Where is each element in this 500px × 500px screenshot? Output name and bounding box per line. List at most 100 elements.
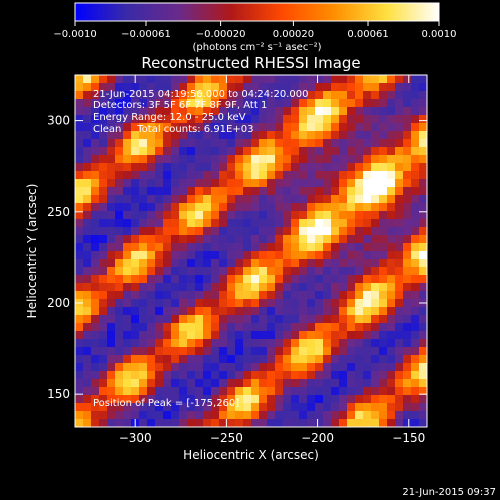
heatmap-cell <box>339 115 348 124</box>
heatmap-cell <box>131 155 140 164</box>
heatmap-cell <box>403 131 412 140</box>
heatmap-cell <box>331 323 340 332</box>
heatmap-cell <box>339 163 348 172</box>
heatmap-cell <box>179 187 188 196</box>
heatmap-cell <box>171 307 180 316</box>
heatmap-cell <box>291 163 300 172</box>
heatmap-cell <box>187 83 196 92</box>
heatmap-cell <box>339 315 348 324</box>
heatmap-cell <box>131 339 140 348</box>
heatmap-cell <box>155 283 164 292</box>
heatmap-cell <box>315 243 324 252</box>
heatmap-cell <box>347 203 356 212</box>
heatmap-cell <box>123 347 132 356</box>
colorbar-tick-label: 0.00061 <box>347 29 388 40</box>
heatmap-cell <box>371 419 380 427</box>
heatmap-cell <box>275 363 284 372</box>
heatmap-cell <box>323 131 332 140</box>
heatmap-cell <box>187 275 196 284</box>
heatmap-cell <box>395 379 404 388</box>
heatmap-cell <box>219 307 228 316</box>
heatmap-cell <box>315 299 324 308</box>
heatmap-cell <box>203 243 212 252</box>
heatmap-cell <box>179 395 188 404</box>
heatmap-cell <box>323 411 332 420</box>
heatmap-cell <box>83 75 92 84</box>
heatmap-cell <box>99 219 108 228</box>
heatmap-cell <box>347 187 356 196</box>
heatmap-cell <box>235 411 244 420</box>
heatmap-cell <box>195 147 204 156</box>
heatmap-cell <box>155 115 164 124</box>
heatmap-cell <box>243 107 252 116</box>
heatmap-cell <box>147 315 156 324</box>
heatmap-cell <box>243 331 252 340</box>
heatmap-cell <box>323 251 332 260</box>
heatmap-cell <box>403 299 412 308</box>
heatmap-cell <box>395 275 404 284</box>
heatmap-cell <box>419 155 427 164</box>
heatmap-cell <box>387 371 396 380</box>
heatmap-cell <box>323 331 332 340</box>
heatmap-cell <box>75 235 84 244</box>
heatmap-cell <box>315 419 324 427</box>
heatmap-cell <box>299 371 308 380</box>
heatmap-cell <box>379 283 388 292</box>
heatmap-cell <box>147 267 156 276</box>
heatmap-cell <box>147 163 156 172</box>
heatmap-cell <box>75 179 84 188</box>
heatmap-cell <box>355 315 364 324</box>
heatmap-cell <box>227 251 236 260</box>
heatmap-cell <box>299 179 308 188</box>
heatmap-cell <box>411 179 420 188</box>
heatmap-cell <box>363 219 372 228</box>
heatmap-cell <box>355 371 364 380</box>
heatmap-cell <box>267 371 276 380</box>
heatmap-cell <box>323 211 332 220</box>
heatmap-cell <box>363 251 372 260</box>
heatmap-cell <box>91 115 100 124</box>
heatmap-cell <box>347 259 356 268</box>
heatmap-cell <box>299 211 308 220</box>
heatmap-cell <box>75 371 84 380</box>
heatmap-cell <box>235 299 244 308</box>
heatmap-cell <box>163 99 172 108</box>
heatmap-cell <box>163 363 172 372</box>
heatmap-cell <box>275 99 284 108</box>
heatmap-cell <box>91 195 100 204</box>
heatmap-cell <box>347 107 356 116</box>
heatmap-cell <box>275 243 284 252</box>
heatmap-cell <box>331 155 340 164</box>
heatmap-cell <box>259 235 268 244</box>
heatmap-cell <box>99 371 108 380</box>
heatmap-cell <box>99 163 108 172</box>
heatmap-cell <box>99 387 108 396</box>
heatmap-cell <box>195 139 204 148</box>
y-tick-label: 150 <box>47 387 70 401</box>
heatmap-cell <box>259 363 268 372</box>
heatmap-cell <box>251 307 260 316</box>
heatmap-cell <box>395 307 404 316</box>
heatmap-cell <box>211 107 220 116</box>
heatmap-cell <box>379 203 388 212</box>
heatmap-cell <box>131 347 140 356</box>
heatmap-cell <box>99 251 108 260</box>
heatmap-cell <box>355 339 364 348</box>
heatmap-cell <box>147 339 156 348</box>
heatmap-cell <box>123 403 132 412</box>
heatmap-cell <box>155 243 164 252</box>
heatmap-cell <box>227 219 236 228</box>
heatmap-cell <box>283 339 292 348</box>
heatmap-cell <box>227 131 236 140</box>
heatmap-cell <box>299 75 308 84</box>
heatmap-cell <box>379 211 388 220</box>
heatmap-cell <box>163 91 172 100</box>
heatmap-cell <box>379 123 388 132</box>
heatmap-cell <box>331 347 340 356</box>
heatmap-cell <box>211 243 220 252</box>
heatmap-cell <box>403 235 412 244</box>
heatmap-cell <box>147 235 156 244</box>
heatmap-cell <box>235 283 244 292</box>
heatmap-cell <box>339 355 348 364</box>
heatmap-cell <box>331 315 340 324</box>
